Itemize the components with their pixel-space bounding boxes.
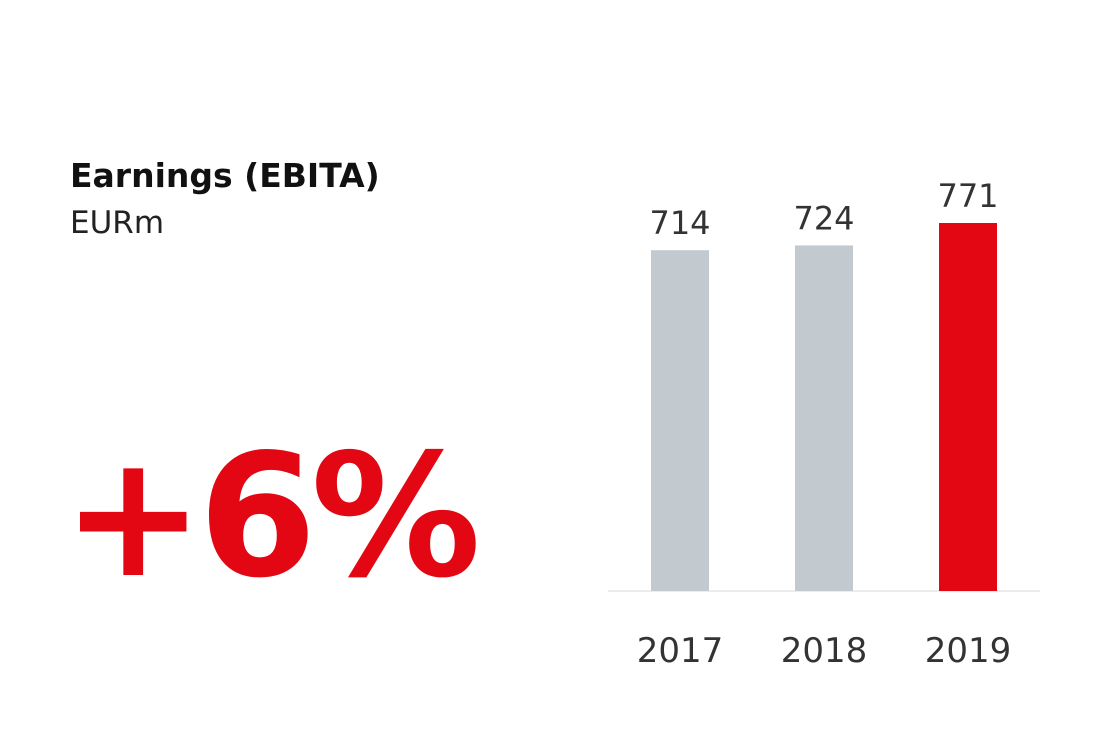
value-label-2019: 771 <box>937 177 998 215</box>
chart-unit: EURm <box>70 205 165 241</box>
value-label-2017: 714 <box>649 204 710 242</box>
bar-2019 <box>939 223 997 591</box>
bar-2018 <box>795 245 853 591</box>
x-tick-2019: 2019 <box>925 631 1012 671</box>
x-tick-2018: 2018 <box>781 631 868 671</box>
x-tick-2017: 2017 <box>637 631 724 671</box>
growth-highlight: +6% <box>62 418 481 616</box>
value-label-2018: 724 <box>793 199 854 237</box>
chart-title: Earnings (EBITA) <box>70 156 380 195</box>
bars-layer: 714 2017 724 2018 771 2019 <box>637 177 1012 671</box>
bar-2017 <box>651 250 709 591</box>
